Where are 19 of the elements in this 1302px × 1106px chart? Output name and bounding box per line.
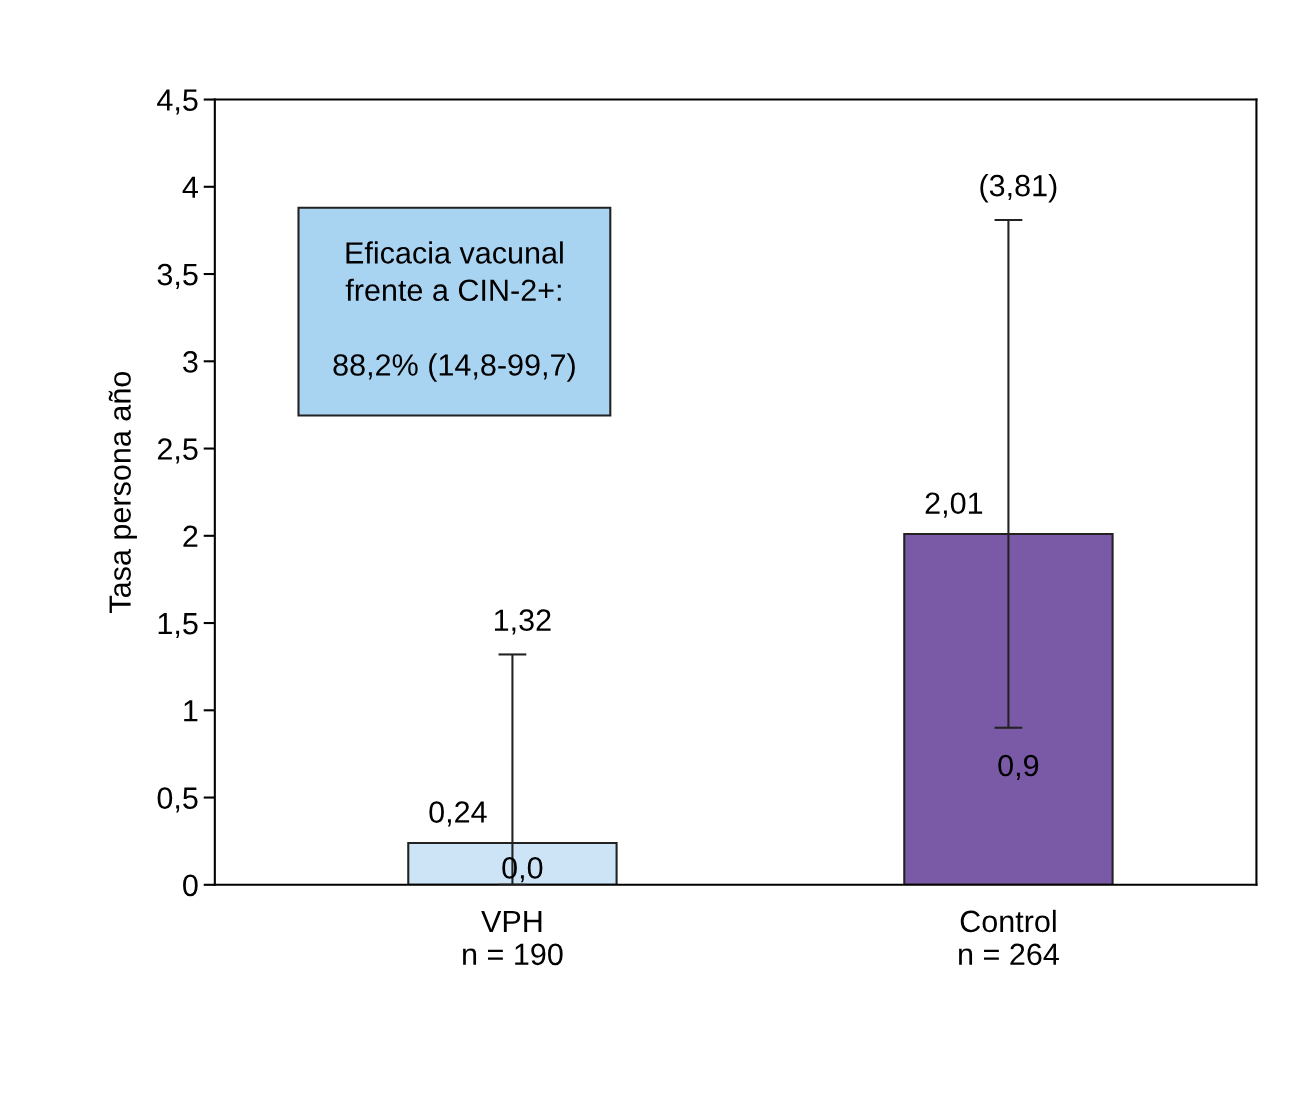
y-tick-label: 3 xyxy=(183,351,198,373)
y-tick-label: 1,5 xyxy=(158,613,198,639)
annotation: 0,9 xyxy=(998,754,1039,780)
x-tick-label: Control n = 264 xyxy=(959,909,1059,966)
y-axis-title: Tasa persona año xyxy=(108,371,137,613)
y-tick-label: 3,5 xyxy=(157,263,198,290)
text: Eficacia vacunal frente a CIN-2+: 88,2% (14,8-99,7) xyxy=(333,241,575,382)
data-label: 0,24 xyxy=(429,801,487,827)
y-tick-label: 2 xyxy=(183,525,198,547)
x-tick-label: VPH n = 190 xyxy=(463,910,563,966)
y-tick-label: 0,5 xyxy=(157,787,198,813)
y-tick-label: 1 xyxy=(184,700,198,722)
y-tick-label: 0 xyxy=(183,874,198,897)
y-tick-label: 2,5 xyxy=(157,438,198,464)
data-label: 2,01 xyxy=(925,492,983,518)
y-tick-label: 4 xyxy=(182,176,198,198)
annotation: 1,32 xyxy=(494,609,551,635)
y-tick-label: 4,5 xyxy=(157,89,198,115)
annotation: (3,81) xyxy=(980,174,1057,203)
